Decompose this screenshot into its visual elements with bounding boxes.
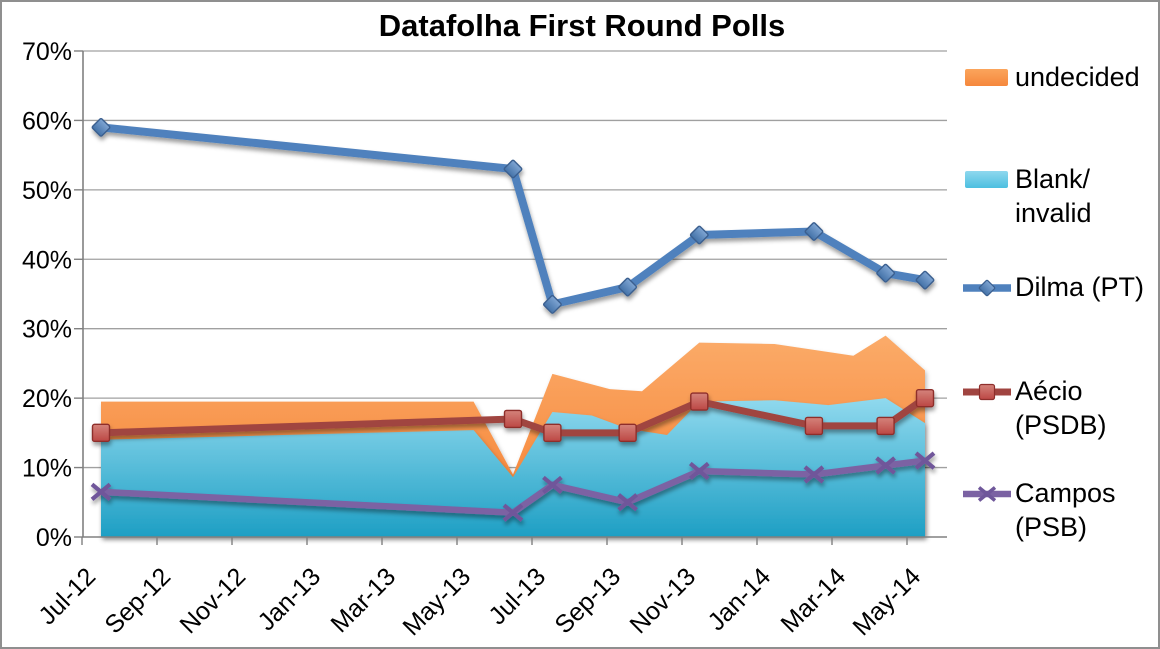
- undecided-swatch-icon: [965, 69, 1008, 86]
- x-axis-label: Jul-13: [483, 562, 551, 630]
- series-dilma-pt: [91, 117, 935, 314]
- legend-label-line2: (PSDB): [1015, 410, 1107, 440]
- legend-item-campos: Campos (PSB): [963, 476, 1116, 544]
- legend-label-line2: invalid: [1015, 198, 1092, 228]
- diamond-marker: [618, 277, 638, 297]
- diamond-marker: [91, 117, 111, 137]
- square-marker: [804, 416, 824, 436]
- y-axis-label: 30%: [22, 316, 72, 344]
- square-marker: [690, 392, 709, 411]
- diamond-marker: [804, 222, 824, 241]
- legend-item-undecided: undecided: [963, 60, 1140, 94]
- x-marker: [803, 465, 825, 484]
- y-axis-label: 20%: [22, 385, 72, 413]
- x-marker: [875, 456, 896, 475]
- dilma-swatch-icon: [963, 279, 1011, 297]
- legend-item-blank-invalid: Blank/invalid: [963, 162, 1092, 230]
- x-axis-label: Jan-14: [702, 562, 776, 636]
- legend-label: Campos (PSB): [1015, 476, 1116, 544]
- y-axis-labels: 0% 10% 20% 30% 40% 50% 60% 70%: [22, 38, 72, 552]
- x-axis-label: May-13: [397, 562, 476, 641]
- legend-label-line1: Campos: [1015, 478, 1116, 508]
- y-axis-label: 50%: [22, 177, 72, 205]
- legend-label: Dilma (PT): [1015, 270, 1144, 304]
- x-axis-label: Sep-12: [99, 562, 176, 639]
- series-campos-psb: [90, 451, 936, 522]
- x-axis-label: Nov-12: [174, 562, 251, 639]
- legend-label-line2: (PSB): [1015, 512, 1088, 542]
- legend-label-line1: Aécio: [1015, 376, 1083, 406]
- x-axis-label: Mar-14: [775, 562, 851, 638]
- y-axis-label: 70%: [22, 38, 72, 66]
- square-marker: [543, 423, 562, 443]
- square-marker: [876, 416, 895, 436]
- axes: [74, 50, 947, 545]
- square-marker: [503, 409, 523, 429]
- x-marker: [914, 451, 936, 470]
- x-marker: [90, 482, 112, 501]
- x-axis-label: Jan-13: [252, 562, 326, 636]
- legend-label: Aécio (PSDB): [1015, 374, 1107, 442]
- series-line: [100, 123, 926, 310]
- legend-label: undecided: [1015, 60, 1140, 94]
- legend-item-dilma: Dilma (PT): [963, 270, 1144, 304]
- diamond-marker: [876, 263, 896, 283]
- legend-label: Blank/invalid: [1015, 162, 1092, 230]
- diamond-marker: [503, 159, 523, 179]
- legend-label-line1: Blank/: [1015, 164, 1091, 194]
- x-axis-label: Sep-13: [549, 562, 626, 639]
- blank-invalid-swatch-icon: [965, 171, 1008, 188]
- x-marker: [542, 475, 563, 495]
- x-marker: [502, 503, 524, 522]
- x-axis-label: Jul-12: [33, 562, 101, 630]
- chart-legend: undecided Blank/invalid Dilma (PT) Aécio (PS…: [963, 2, 1158, 647]
- campos-swatch-icon: [963, 486, 1011, 502]
- y-axis-label: 0%: [36, 524, 72, 552]
- legend-label-line1: Dilma (PT): [1015, 272, 1144, 302]
- series-a-cio-psdb: [91, 388, 935, 443]
- square-marker: [618, 423, 637, 443]
- diamond-marker: [689, 225, 709, 245]
- chart-title: Datafolha First Round Polls: [378, 8, 786, 43]
- aecio-swatch-icon: [963, 383, 1011, 401]
- y-axis-label: 60%: [22, 107, 72, 135]
- x-axis-label: Nov-13: [624, 562, 701, 639]
- square-marker: [915, 388, 935, 408]
- y-axis-label: 10%: [22, 455, 72, 483]
- diamond-marker: [915, 270, 935, 290]
- x-marker: [688, 461, 710, 481]
- legend-item-aecio: Aécio (PSDB): [963, 374, 1107, 442]
- x-axis-label: May-14: [847, 562, 926, 641]
- x-axis-label: Mar-13: [325, 562, 401, 638]
- x-marker: [617, 493, 638, 512]
- diamond-marker: [542, 294, 562, 314]
- square-marker: [91, 423, 111, 443]
- y-axis-label: 40%: [22, 246, 72, 274]
- legend-label-line1: undecided: [1015, 62, 1140, 92]
